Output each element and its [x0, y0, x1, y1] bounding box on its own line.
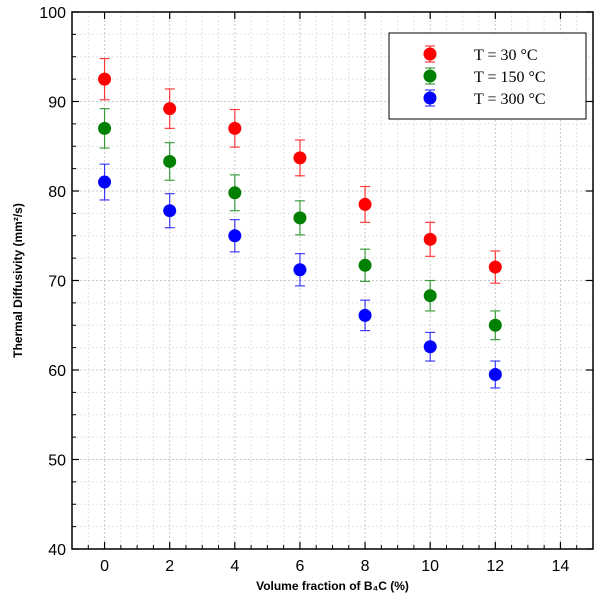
legend-item: T = 30 °C — [423, 45, 538, 64]
data-point — [98, 72, 112, 86]
series-1 — [98, 57, 502, 284]
y-axis-title: Thermal Diffusivity (mm²/s) — [11, 203, 25, 358]
data-point — [293, 211, 307, 225]
data-point — [293, 263, 307, 277]
data-point — [423, 340, 437, 354]
x-axis-title: Volume fraction of B₄C (%) — [256, 579, 409, 593]
x-tick-label: 8 — [361, 558, 370, 575]
data-point — [228, 121, 242, 135]
legend-item: T = 300 °C — [423, 89, 546, 108]
x-tick-label: 4 — [230, 558, 239, 575]
data-point — [228, 186, 242, 200]
legend-label: T = 300 °C — [474, 91, 546, 108]
x-tick-label: 12 — [486, 558, 504, 575]
y-tick-label: 40 — [48, 542, 66, 559]
y-tick-label: 70 — [48, 274, 66, 291]
data-point — [228, 229, 242, 243]
series-3 — [98, 163, 502, 389]
legend-label: T = 30 °C — [474, 47, 538, 64]
legend-label: T = 150 °C — [474, 69, 546, 86]
series-group — [98, 57, 502, 389]
x-tick-label: 6 — [295, 558, 304, 575]
x-tick-label: 14 — [552, 558, 570, 575]
x-tick-label: 0 — [100, 558, 109, 575]
legend-box — [388, 32, 587, 120]
x-tick-label: 10 — [421, 558, 439, 575]
data-point — [488, 260, 502, 274]
data-point — [358, 258, 372, 272]
data-point — [98, 175, 112, 189]
data-point — [163, 154, 177, 168]
data-point — [163, 204, 177, 218]
y-tick-label: 100 — [39, 5, 66, 22]
data-point — [423, 289, 437, 303]
y-tick-label: 50 — [48, 453, 66, 470]
data-point — [293, 151, 307, 165]
axes: 0 2 4 6 8 10 12 14 40 50 60 70 80 90 100 — [39, 5, 594, 575]
y-tick-label: 90 — [48, 95, 66, 112]
data-point — [358, 308, 372, 322]
data-point — [488, 318, 502, 332]
y-tick-label: 60 — [48, 363, 66, 380]
data-point — [423, 232, 437, 246]
legend-marker — [423, 69, 437, 83]
legend-marker — [423, 91, 437, 105]
data-point — [98, 121, 112, 135]
legend: T = 30 °C T = 150 °C T = 300 °C — [388, 32, 587, 120]
data-point — [488, 367, 502, 381]
x-tick-label: 2 — [165, 558, 174, 575]
legend-item: T = 150 °C — [423, 67, 546, 86]
data-point — [163, 102, 177, 116]
y-tick-label: 80 — [48, 184, 66, 201]
legend-marker — [423, 47, 437, 61]
series-2 — [98, 108, 502, 341]
data-point — [358, 197, 372, 211]
